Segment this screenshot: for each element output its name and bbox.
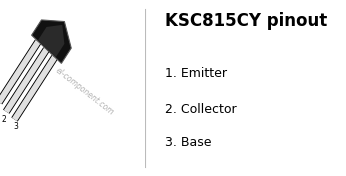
Text: KSC815CY pinout: KSC815CY pinout: [165, 12, 327, 30]
Polygon shape: [38, 25, 64, 57]
Polygon shape: [31, 20, 71, 63]
Text: 1. Emitter: 1. Emitter: [165, 67, 227, 80]
Text: el-component.com: el-component.com: [53, 66, 115, 117]
Text: 3. Base: 3. Base: [165, 136, 212, 149]
Text: 2: 2: [2, 115, 7, 124]
Text: 3: 3: [13, 122, 18, 131]
Text: 2. Collector: 2. Collector: [165, 103, 237, 116]
